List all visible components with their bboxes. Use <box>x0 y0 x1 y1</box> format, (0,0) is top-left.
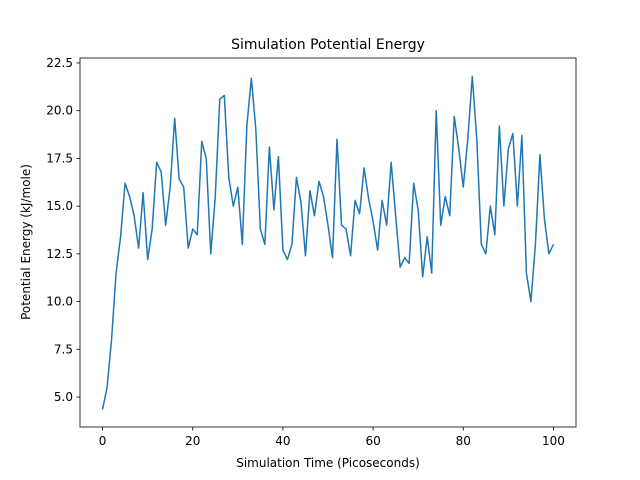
y-tick-label: 5.0 <box>54 390 73 404</box>
x-axis-label: Simulation Time (Picoseconds) <box>236 456 420 470</box>
x-tick-label: 0 <box>99 434 107 448</box>
x-tick-label: 40 <box>275 434 290 448</box>
y-tick-label: 10.0 <box>46 295 73 309</box>
y-tick-label: 7.5 <box>54 342 73 356</box>
y-tick-label: 22.5 <box>46 56 73 70</box>
y-tick-label: 17.5 <box>46 151 73 165</box>
y-axis-label: Potential Energy (kJ/mole) <box>19 164 33 320</box>
x-tick-label: 20 <box>185 434 200 448</box>
y-tick-label: 20.0 <box>46 104 73 118</box>
x-tick-label: 100 <box>542 434 565 448</box>
y-tick-label: 12.5 <box>46 247 73 261</box>
line-series <box>101 75 555 410</box>
x-tick-label: 80 <box>456 434 471 448</box>
x-tick-label: 60 <box>365 434 380 448</box>
y-tick-label: 15.0 <box>46 199 73 213</box>
chart-title: Simulation Potential Energy <box>231 37 425 53</box>
axes-frame <box>79 57 577 428</box>
